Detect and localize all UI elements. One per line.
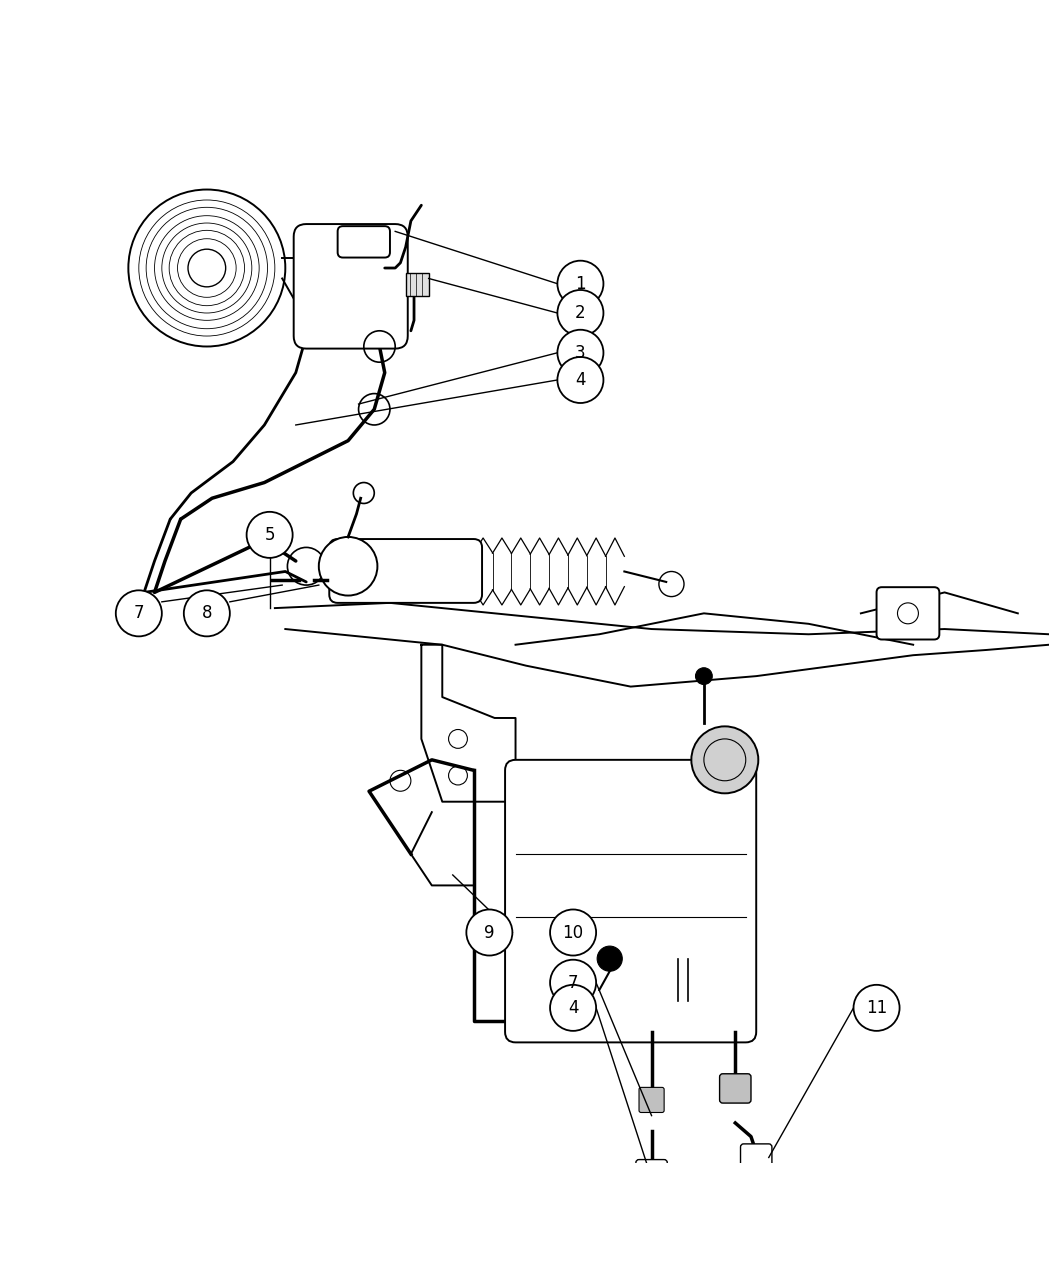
FancyBboxPatch shape <box>639 1087 664 1113</box>
Text: 9: 9 <box>484 923 494 941</box>
Circle shape <box>319 537 378 596</box>
Text: 11: 11 <box>866 999 887 1017</box>
Circle shape <box>550 985 596 1031</box>
Circle shape <box>853 985 899 1031</box>
Text: 1: 1 <box>575 275 586 293</box>
FancyBboxPatch shape <box>876 587 939 640</box>
Text: 2: 2 <box>575 304 586 322</box>
FancyBboxPatch shape <box>406 274 428 297</box>
FancyBboxPatch shape <box>505 760 756 1042</box>
Circle shape <box>691 726 758 793</box>
Circle shape <box>184 591 229 637</box>
Circle shape <box>695 668 712 684</box>
Circle shape <box>558 330 604 376</box>
Circle shape <box>116 591 162 637</box>
Text: 10: 10 <box>563 923 584 941</box>
Circle shape <box>466 909 512 955</box>
Circle shape <box>598 946 623 971</box>
Circle shape <box>558 290 604 336</box>
FancyBboxPatch shape <box>635 1160 667 1187</box>
Circle shape <box>558 357 604 403</box>
FancyBboxPatch shape <box>294 224 408 349</box>
Circle shape <box>550 909 596 955</box>
Circle shape <box>246 512 292 558</box>
FancyBboxPatch shape <box>720 1074 751 1102</box>
Text: 7: 7 <box>134 605 144 623</box>
Text: 3: 3 <box>575 344 586 362</box>
Circle shape <box>550 959 596 1005</box>
Text: 4: 4 <box>575 371 586 389</box>
FancyBboxPatch shape <box>329 538 482 602</box>
Text: 5: 5 <box>264 526 275 544</box>
Circle shape <box>188 249 226 286</box>
Text: 8: 8 <box>202 605 213 623</box>
Circle shape <box>558 261 604 307</box>
Text: 4: 4 <box>568 999 579 1017</box>
FancyBboxPatch shape <box>741 1143 772 1172</box>
Text: 7: 7 <box>568 973 579 991</box>
FancyBboxPatch shape <box>338 226 390 257</box>
